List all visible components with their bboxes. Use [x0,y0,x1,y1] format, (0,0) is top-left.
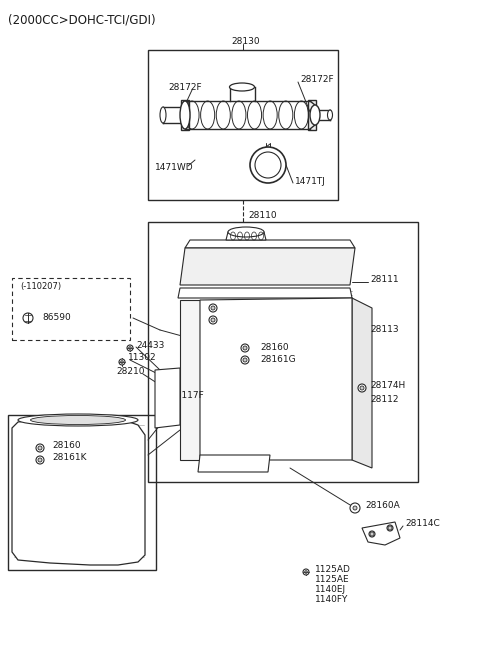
Circle shape [353,506,357,510]
Circle shape [38,446,42,450]
Circle shape [209,316,217,324]
Circle shape [369,531,375,537]
Circle shape [370,532,374,536]
Circle shape [127,345,133,351]
Text: 28161G: 28161G [260,355,296,364]
Text: 28172F: 28172F [300,76,334,85]
Circle shape [250,147,286,183]
Circle shape [305,570,307,573]
Bar [308,100,316,130]
Text: 28172F: 28172F [168,83,202,93]
Circle shape [23,313,33,323]
Circle shape [243,358,247,362]
Circle shape [36,444,44,452]
Text: (2000CC>DOHC-TCI/GDI): (2000CC>DOHC-TCI/GDI) [8,14,156,27]
Text: 1125AE: 1125AE [315,576,349,584]
Polygon shape [12,416,145,565]
Ellipse shape [180,101,190,129]
Text: 11302: 11302 [128,353,156,363]
Bar [12,278,130,340]
Text: 28111: 28111 [370,276,398,284]
Circle shape [38,458,42,462]
Circle shape [211,306,215,310]
Text: 28160A: 28160A [365,501,400,511]
Polygon shape [180,248,355,285]
Text: 1125AD: 1125AD [315,565,351,574]
Ellipse shape [327,110,333,120]
Ellipse shape [160,107,166,123]
Polygon shape [362,522,400,545]
Ellipse shape [18,414,138,426]
Polygon shape [155,368,180,428]
Circle shape [36,456,44,464]
Polygon shape [200,298,352,460]
Circle shape [387,525,393,531]
Circle shape [350,503,360,513]
Circle shape [209,304,217,312]
Circle shape [241,344,249,352]
Text: 28113: 28113 [370,325,398,334]
Text: 24433: 24433 [136,340,164,349]
Polygon shape [178,288,352,298]
Polygon shape [226,232,266,240]
Bar [181,100,189,130]
Polygon shape [198,455,270,472]
Text: 28160: 28160 [52,441,81,449]
Text: 1140FY: 1140FY [315,595,348,604]
Circle shape [120,361,123,363]
Text: 28114C: 28114C [405,520,440,529]
Polygon shape [180,300,200,460]
Bar [8,415,156,570]
Text: 28210: 28210 [116,368,144,376]
Text: 1471WD: 1471WD [155,164,193,173]
Text: 28130: 28130 [231,38,260,46]
Circle shape [360,386,364,390]
Text: 28223A: 28223A [205,456,240,464]
Ellipse shape [310,105,320,125]
Ellipse shape [31,415,125,424]
Circle shape [241,356,249,364]
Text: 1471TJ: 1471TJ [295,177,326,186]
Circle shape [129,347,132,349]
Bar [148,222,418,482]
Text: 28110: 28110 [248,211,276,220]
Ellipse shape [229,83,254,91]
Circle shape [255,152,281,178]
Circle shape [388,526,392,530]
Ellipse shape [228,227,264,237]
Circle shape [303,569,309,575]
Text: 28112: 28112 [370,396,398,404]
Text: 28161K: 28161K [52,454,86,462]
Text: 28160: 28160 [260,344,288,353]
Text: 1140EJ: 1140EJ [315,585,346,595]
Circle shape [211,318,215,322]
Text: (-110207): (-110207) [20,282,61,291]
Polygon shape [352,298,372,468]
Polygon shape [185,240,355,248]
Circle shape [358,384,366,392]
Text: 28174H: 28174H [370,381,405,389]
Text: 86590: 86590 [42,314,71,323]
Circle shape [119,359,125,365]
Bar [148,50,338,200]
Text: 28117F: 28117F [170,391,204,400]
Circle shape [243,346,247,350]
